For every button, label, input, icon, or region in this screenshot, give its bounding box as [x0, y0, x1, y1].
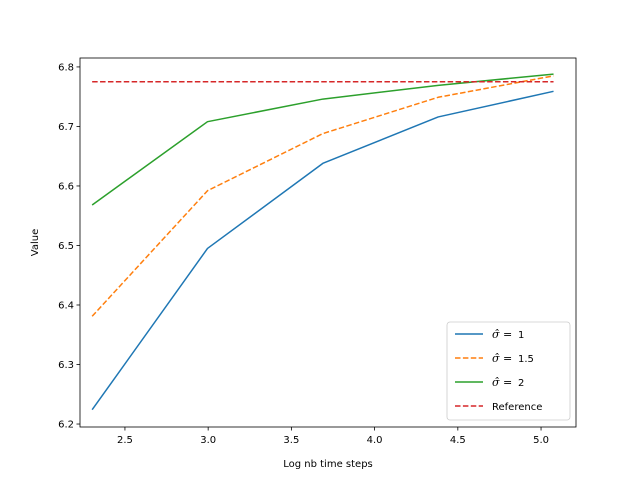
legend-label: Reference — [492, 402, 542, 413]
y-axis-ticks: 6.2 6.3 6.4 6.5 6.6 6.7 6.8 — [58, 63, 80, 431]
y-axis-label: Value — [30, 229, 41, 256]
legend-symbol: σ̂ = — [492, 376, 512, 389]
y-tick-label: 6.4 — [58, 301, 74, 312]
legend-label: 1.5 — [518, 354, 534, 365]
legend-symbol: σ̂ = — [492, 352, 512, 365]
series-line-2 — [91, 75, 554, 317]
legend-label: 1 — [518, 330, 524, 341]
legend-box — [446, 321, 571, 421]
x-axis-ticks: 2.5 3.0 3.5 4.0 4.5 5.0 — [117, 427, 549, 446]
legend-label: 2 — [518, 378, 524, 389]
x-tick-label: 3.0 — [200, 435, 216, 446]
plot-frame — [79, 57, 577, 428]
series-layer — [91, 73, 554, 411]
x-tick-label: 4.5 — [450, 435, 466, 446]
y-tick-label: 6.3 — [58, 360, 74, 371]
y-tick-label: 6.7 — [58, 122, 74, 133]
series-line-1 — [91, 90, 554, 411]
x-tick-label: 4.0 — [367, 435, 383, 446]
y-tick-label: 6.8 — [58, 63, 74, 74]
x-tick-label: 2.5 — [117, 435, 133, 446]
legend-symbol: σ̂ = — [492, 328, 512, 341]
x-tick-label: 5.0 — [533, 435, 549, 446]
y-tick-label: 6.6 — [58, 182, 74, 193]
x-tick-label: 3.5 — [283, 435, 299, 446]
x-axis-label: Log nb time steps — [283, 459, 373, 470]
legend: σ̂ = 1 σ̂ = 1.5 σ̂ = 2 Reference — [446, 321, 571, 421]
y-tick-label: 6.2 — [58, 420, 74, 431]
y-tick-label: 6.5 — [58, 241, 74, 252]
